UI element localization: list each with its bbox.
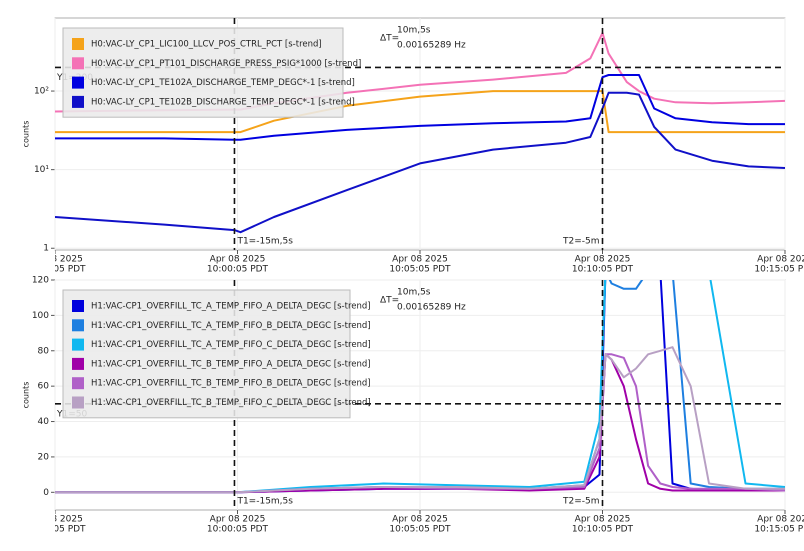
x-tick-label: 10:00:05 PDT — [207, 525, 269, 535]
legend-swatch — [72, 300, 84, 312]
legend-label: H1:VAC-CP1_OVERFILL_TC_B_TEMP_FIFO_A_DEL… — [91, 359, 371, 369]
series-line — [55, 74, 785, 141]
legend-swatch — [72, 338, 84, 351]
delta-label: ΔT= — [380, 34, 399, 44]
x-tick-label: Apr 08 2025 — [392, 255, 448, 265]
legend: H1:VAC-CP1_OVERFILL_TC_A_TEMP_FIFO_A_DEL… — [62, 289, 371, 419]
x-tick-label: 10:05:05 PDT — [389, 265, 451, 275]
t2-label: T2=-5m — [562, 497, 600, 507]
legend-swatch — [72, 38, 84, 50]
y-tick-label: 0 — [43, 488, 49, 498]
legend-swatch — [72, 377, 84, 390]
series-line — [55, 346, 785, 494]
legend-box — [62, 289, 351, 419]
x-tick-label: 10:15:05 PDT — [754, 265, 804, 275]
x-tick-label: 10:10:05 PDT — [572, 265, 634, 275]
t2-label: T2=-5m — [562, 237, 600, 247]
x-tick-label: Apr 08 2025 — [27, 515, 83, 525]
frequency: 0.00165289 Hz — [397, 303, 466, 313]
series-line — [55, 91, 785, 234]
legend-label: H0:VAC-LY_CP1_LIC100_LLCV_POS_CTRL_PCT [… — [91, 40, 322, 50]
legend-label: H1:VAC-CP1_OVERFILL_TC_A_TEMP_FIFO_B_DEL… — [91, 321, 371, 331]
frequency: 0.00165289 Hz — [397, 41, 466, 51]
x-tick-label: Apr 08 2025 — [575, 515, 631, 525]
legend-swatch — [72, 57, 84, 70]
legend-label: H0:VAC-LY_CP1_PT101_DISCHARGE_PRESS_PSIG… — [91, 59, 361, 69]
legend-box — [62, 27, 344, 118]
y-tick-label: 10² — [34, 87, 49, 97]
x-tick-label: 09:55:05 PDT — [24, 265, 86, 275]
legend-swatch — [72, 396, 84, 409]
x-tick-label: 10:00:05 PDT — [207, 265, 269, 275]
y-tick-label: 60 — [38, 382, 50, 392]
x-tick-label: Apr 08 2025 — [210, 255, 266, 265]
series-line — [55, 280, 785, 494]
legend-label: H1:VAC-CP1_OVERFILL_TC_B_TEMP_FIFO_C_DEL… — [91, 398, 371, 408]
legend-swatch — [72, 95, 84, 108]
lines — [55, 280, 785, 494]
delta-value: 10m,5s — [397, 26, 431, 36]
legend-swatch — [72, 76, 84, 89]
delta-value: 10m,5s — [397, 288, 431, 298]
legend-swatch — [72, 319, 84, 332]
delta-label: ΔT= — [380, 296, 399, 306]
y-axis-title: counts — [22, 121, 31, 148]
legend-label: H0:VAC-LY_CP1_TE102B_DISCHARGE_TEMP_DEGC… — [91, 97, 355, 107]
y-tick-label: 80 — [38, 346, 50, 356]
x-tick-label: Apr 08 2025 — [210, 515, 266, 525]
y-tick-label: 100 — [32, 311, 49, 321]
y-tick-label: 120 — [32, 276, 49, 286]
x-tick-label: 10:10:05 PDT — [572, 525, 634, 535]
legend-label: H1:VAC-CP1_OVERFILL_TC_A_TEMP_FIFO_A_DEL… — [91, 302, 371, 312]
legend: H0:VAC-LY_CP1_LIC100_LLCV_POS_CTRL_PCT [… — [62, 27, 361, 118]
x-tick-label: 09:55:05 PDT — [24, 525, 86, 535]
legend-label: H1:VAC-CP1_OVERFILL_TC_A_TEMP_FIFO_C_DEL… — [91, 340, 371, 350]
legend-swatch — [72, 357, 84, 370]
y-tick-label: 1 — [43, 244, 49, 254]
x-tick-label: Apr 08 2025 — [27, 255, 83, 265]
x-tick-label: Apr 08 2025 — [757, 515, 804, 525]
legend-label: H1:VAC-CP1_OVERFILL_TC_B_TEMP_FIFO_B_DEL… — [91, 379, 371, 389]
y-tick-label: 20 — [38, 452, 50, 462]
x-tick-label: Apr 08 2025 — [392, 515, 448, 525]
x-tick-label: Apr 08 2025 — [575, 255, 631, 265]
legend-label: H0:VAC-LY_CP1_TE102A_DISCHARGE_TEMP_DEGC… — [91, 78, 355, 88]
x-tick-label: Apr 08 2025 — [757, 255, 804, 265]
series-line — [55, 90, 785, 134]
t1-label: T1=-15m,5s — [236, 237, 293, 247]
y-tick-label: 40 — [38, 417, 50, 427]
x-tick-label: 10:15:05 PDT — [754, 525, 804, 535]
y-axis-title: counts — [22, 382, 31, 409]
t1-label: T1=-15m,5s — [236, 497, 293, 507]
y-tick-label: 10¹ — [34, 165, 49, 175]
x-tick-label: 10:05:05 PDT — [389, 525, 451, 535]
